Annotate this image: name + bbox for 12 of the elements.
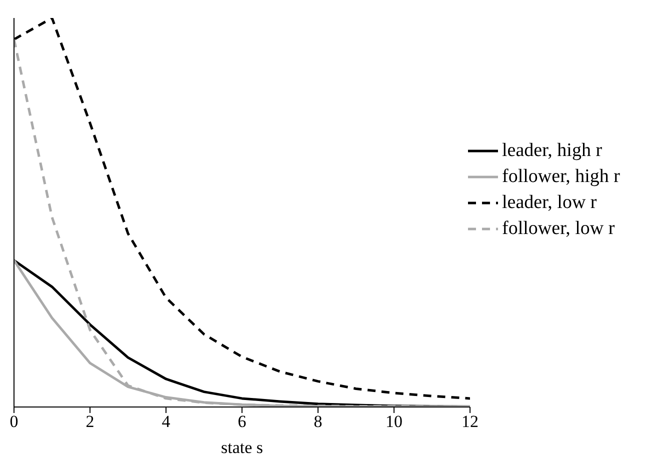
legend-label: leader, high r — [502, 140, 602, 162]
x-tick-label: 4 — [162, 412, 171, 432]
x-axis-title: state s — [221, 438, 264, 457]
x-tick-label: 0 — [10, 412, 18, 432]
x-tick-label: 2 — [86, 412, 94, 432]
legend-label: follower, high r — [502, 166, 620, 188]
x-tick-label: 6 — [238, 412, 246, 432]
x-tick-label: 8 — [314, 412, 322, 432]
x-tick-label: 10 — [386, 412, 403, 432]
legend-label: follower, low r — [502, 218, 615, 240]
x-tick-label: 12 — [462, 412, 479, 432]
legend-label: leader, low r — [502, 192, 597, 214]
